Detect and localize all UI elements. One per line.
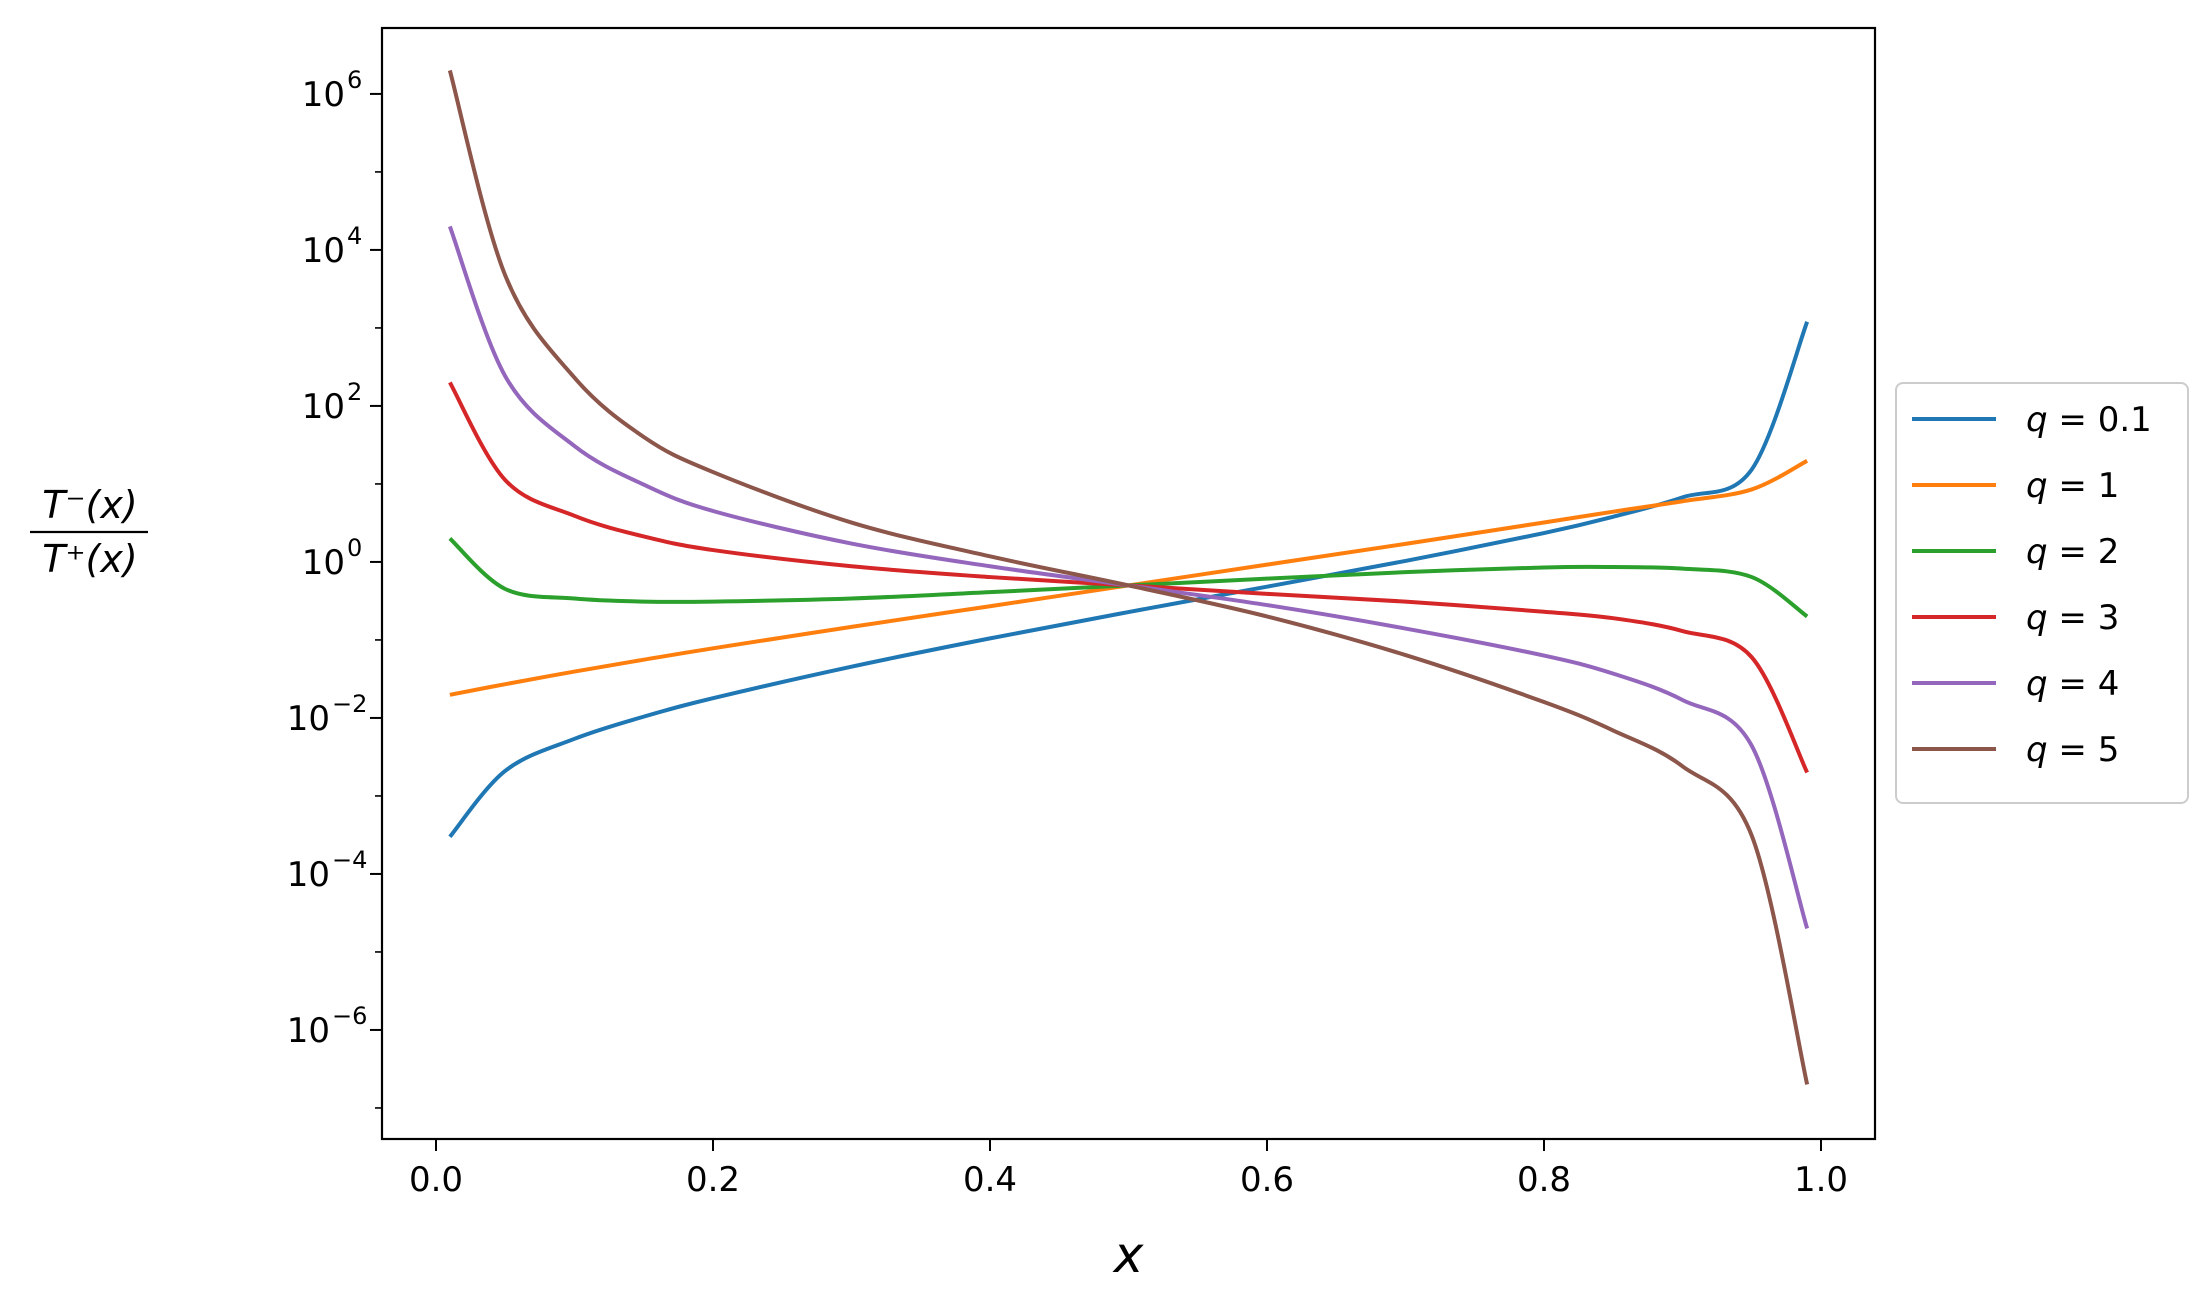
x-tick-label: 0.0 <box>409 1160 463 1200</box>
legend-label: q = 1 <box>2026 466 2119 506</box>
y-tick-base: 10 <box>302 543 345 583</box>
y-tick-label: 10 4 <box>302 222 363 271</box>
legend-label: q = 3 <box>2026 598 2119 638</box>
y-tick-label: 10 6 <box>302 66 363 115</box>
plot-frame <box>380 26 1877 1141</box>
y-tick-base: 10 <box>302 231 345 271</box>
legend-entry: q = 1 <box>1912 466 2119 506</box>
y-axis-label: T⁻(x) T⁺(x) <box>30 483 148 581</box>
y-tick-base: 10 <box>302 75 345 115</box>
y-tick-base: 10 <box>287 699 330 739</box>
x-tick-label: 1.0 <box>1794 1160 1848 1200</box>
legend-entry: q = 2 <box>1912 532 2119 572</box>
y-tick-label: 10 0 <box>302 534 363 583</box>
legend-label: q = 5 <box>2026 730 2119 770</box>
y-tick-exponent: −2 <box>332 690 367 718</box>
x-tick-label: 0.2 <box>686 1160 740 1200</box>
y-axis-label-numerator: T⁻(x) <box>42 483 137 527</box>
y-tick-exponent: 4 <box>347 222 362 250</box>
legend-box <box>1895 382 2189 804</box>
y-tick-label: 10 −2 <box>287 690 368 739</box>
y-tick-base: 10 <box>287 1011 330 1051</box>
legend-label: q = 4 <box>2026 664 2119 704</box>
legend-entry: q = 5 <box>1912 730 2119 770</box>
x-axis-label: x <box>1112 1226 1144 1284</box>
y-tick-exponent: 2 <box>347 378 362 406</box>
y-tick-label: 10 −6 <box>287 1002 368 1051</box>
x-tick-label: 0.6 <box>1240 1160 1294 1200</box>
legend-label: q = 2 <box>2026 532 2119 572</box>
y-tick-label: 10 2 <box>302 378 363 427</box>
series-layer <box>447 69 1810 1085</box>
legend-label: q = 0.1 <box>2026 400 2152 440</box>
x-axis: 0.0 0.2 0.4 0.6 0.8 1.0 <box>409 1139 1848 1200</box>
y-tick-exponent: −4 <box>332 846 367 874</box>
y-axis-label-denominator: T⁺(x) <box>42 537 137 581</box>
legend-entry: q = 3 <box>1912 598 2119 638</box>
y-tick-base: 10 <box>302 387 345 427</box>
y-tick-exponent: 6 <box>347 66 362 94</box>
x-tick-label: 0.4 <box>963 1160 1017 1200</box>
y-tick-label: 10 −4 <box>287 846 368 895</box>
y-tick-exponent: 0 <box>347 534 362 562</box>
legend-entry: q = 0.1 <box>1912 400 2152 440</box>
series-line-5 <box>447 69 1810 1085</box>
legend: q = 0.1 q = 1 q = 2 q = 3 q = 4 q = 5 <box>1895 382 2189 804</box>
y-tick-exponent: −6 <box>332 1002 367 1030</box>
legend-entry: q = 4 <box>1912 664 2119 704</box>
x-tick-label: 0.8 <box>1517 1160 1571 1200</box>
y-tick-base: 10 <box>287 855 330 895</box>
